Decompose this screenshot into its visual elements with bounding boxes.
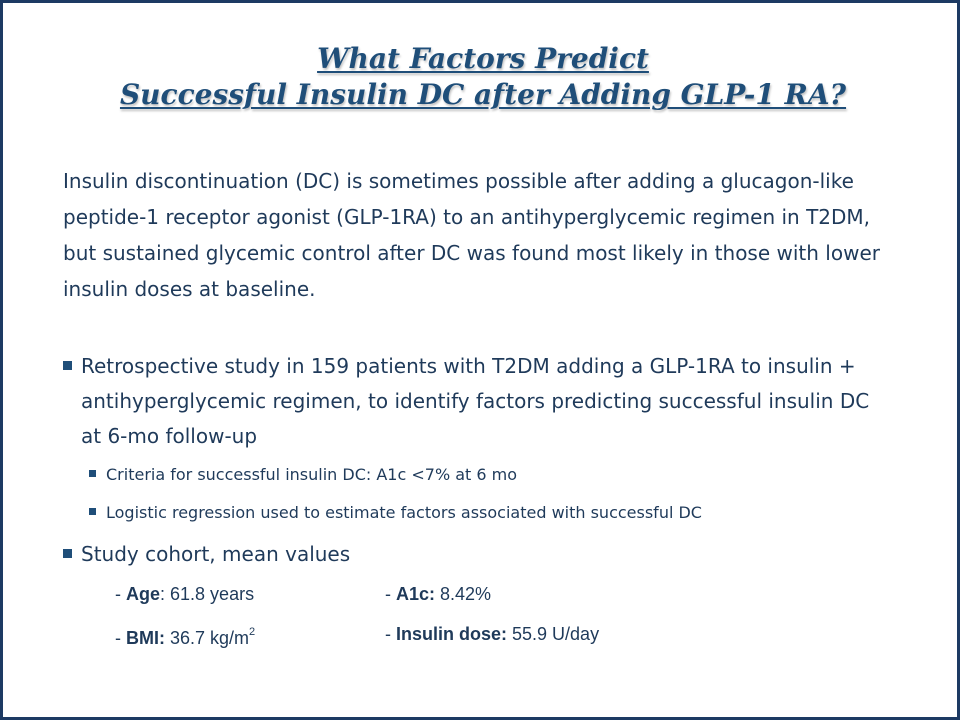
bullet-cohort: Study cohort, mean values bbox=[63, 540, 350, 568]
square-bullet-icon bbox=[89, 508, 96, 515]
dose-value: 55.9 U/day bbox=[507, 624, 600, 644]
age-value: : 61.8 years bbox=[160, 584, 255, 604]
slide-title: What Factors Predict Successful Insulin … bbox=[3, 41, 960, 113]
bmi-value: 36.7 kg/m bbox=[165, 628, 250, 648]
cohort-bmi: - BMI: 36.7 kg/m2 bbox=[115, 626, 256, 648]
sub-bullet-regression-text: Logistic regression used to estimate fac… bbox=[106, 503, 702, 522]
square-bullet-icon bbox=[89, 470, 96, 477]
cohort-age: - Age: 61.8 years bbox=[115, 584, 255, 604]
dose-label: Insulin dose: bbox=[396, 624, 508, 644]
sub-bullet-criteria: Criteria for successful insulin DC: A1c … bbox=[89, 465, 889, 485]
bullet-study-text: Retrospective study in 159 patients with… bbox=[81, 354, 870, 448]
cohort-a1c: - A1c: 8.42% bbox=[385, 584, 492, 604]
cohort-insulin-dose: - Insulin dose: 55.9 U/day bbox=[385, 624, 600, 644]
intro-paragraph: Insulin discontinuation (DC) is sometime… bbox=[63, 169, 880, 301]
title-line-2: Successful Insulin DC after Adding GLP-1… bbox=[119, 78, 847, 111]
a1c-value: 8.42% bbox=[435, 584, 492, 604]
sub-bullet-regression: Logistic regression used to estimate fac… bbox=[89, 503, 889, 523]
bullet-study: Retrospective study in 159 patients with… bbox=[63, 349, 893, 454]
square-bullet-icon bbox=[63, 549, 72, 558]
bmi-label: BMI: bbox=[126, 628, 165, 648]
bmi-superscript: 2 bbox=[249, 626, 256, 638]
title-line-1: What Factors Predict bbox=[317, 42, 649, 75]
square-bullet-icon bbox=[63, 361, 72, 370]
age-label: Age bbox=[126, 584, 161, 604]
bullet-cohort-text: Study cohort, mean values bbox=[81, 542, 351, 566]
sub-bullet-criteria-text: Criteria for successful insulin DC: A1c … bbox=[106, 465, 518, 484]
a1c-label: A1c: bbox=[396, 584, 436, 604]
